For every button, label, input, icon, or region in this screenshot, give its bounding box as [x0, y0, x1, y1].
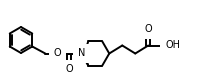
- Text: O: O: [145, 25, 152, 35]
- Text: N: N: [77, 48, 85, 58]
- Text: O: O: [54, 48, 61, 58]
- Text: OH: OH: [165, 40, 180, 50]
- Text: O: O: [65, 65, 73, 75]
